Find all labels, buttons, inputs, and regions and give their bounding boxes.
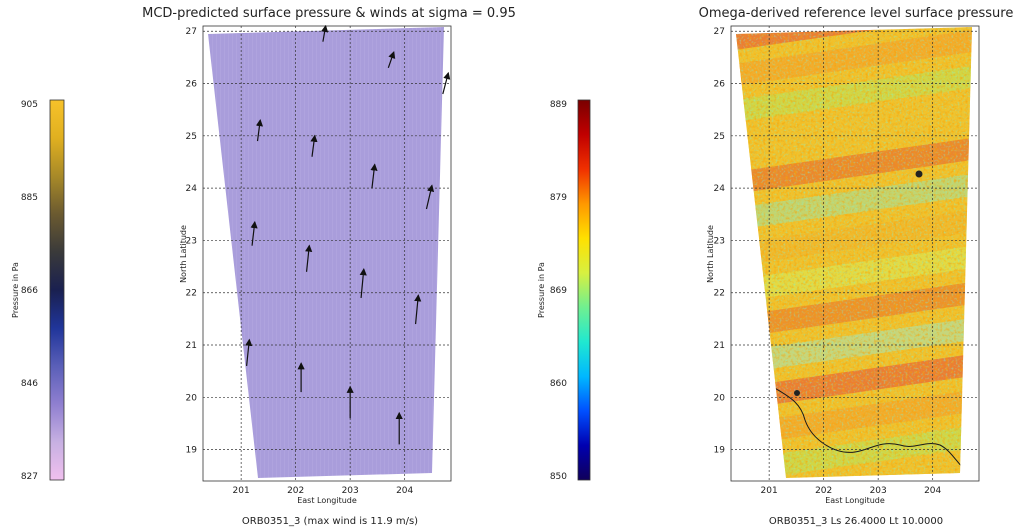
colorbar-tick-label: 869 bbox=[550, 286, 567, 296]
y-tick-label: 21 bbox=[714, 341, 725, 351]
x-tick-label: 201 bbox=[233, 486, 250, 496]
y-tick-label: 24 bbox=[714, 184, 726, 194]
colorbar-tick-label: 827 bbox=[21, 472, 38, 482]
wind-arrow bbox=[310, 134, 318, 157]
colorbar-tick-label: 846 bbox=[21, 379, 38, 389]
x-tick-label: 202 bbox=[287, 486, 304, 496]
plot-left-xlabel: East Longitude bbox=[297, 496, 357, 505]
y-tick-label: 20 bbox=[714, 393, 726, 403]
colorbar-tick-label: 889 bbox=[550, 100, 567, 110]
colorbar-tick-label: 905 bbox=[21, 100, 38, 110]
plot-right-spot bbox=[915, 170, 923, 178]
colorbar-tick-label: 860 bbox=[550, 379, 567, 389]
y-tick-label: 21 bbox=[186, 341, 197, 351]
wind-arrow bbox=[442, 71, 451, 95]
colorbar-right-bar bbox=[577, 99, 591, 481]
y-tick-label: 25 bbox=[186, 132, 197, 142]
wind-arrow bbox=[305, 244, 313, 272]
wind-arrow bbox=[245, 338, 253, 367]
plot-right-swath bbox=[736, 27, 972, 478]
y-tick-label: 22 bbox=[714, 289, 725, 299]
plot-left-footer: ORB0351_3 (max wind is 11.9 m/s) bbox=[242, 516, 418, 527]
y-tick-label: 22 bbox=[186, 289, 197, 299]
x-tick-label: 204 bbox=[924, 486, 941, 496]
colorbar-left-label: Pressure in Pa bbox=[11, 262, 20, 318]
colorbar-right: 889 879 869 860 850 Pressure in Pa bbox=[537, 99, 591, 482]
x-tick-label: 203 bbox=[342, 486, 359, 496]
wind-arrow bbox=[414, 294, 422, 325]
plot-right-title: Omega-derived reference level surface pr… bbox=[699, 6, 1014, 21]
wind-arrow bbox=[370, 163, 378, 189]
colorbar-left: 905 885 866 846 827 Pressure in Pa bbox=[11, 99, 65, 482]
y-tick-label: 26 bbox=[714, 80, 726, 90]
plot-right-ylabel: North Latitude bbox=[706, 225, 715, 283]
y-tick-label: 27 bbox=[714, 27, 725, 37]
y-tick-label: 25 bbox=[714, 132, 725, 142]
plot-right-contour bbox=[769, 384, 966, 471]
plot-left: MCD-predicted surface pressure & winds a… bbox=[142, 6, 516, 527]
plot-left-swath bbox=[208, 27, 444, 478]
plot-right: Omega-derived reference level surface pr… bbox=[699, 6, 1014, 527]
plot-right-frame bbox=[730, 25, 980, 482]
colorbar-left-bar bbox=[49, 99, 65, 481]
wind-arrow bbox=[387, 51, 396, 69]
wind-arrow bbox=[255, 118, 264, 142]
y-tick-label: 20 bbox=[186, 393, 198, 403]
colorbar-tick-label: 866 bbox=[21, 286, 38, 296]
y-tick-label: 23 bbox=[714, 236, 725, 246]
y-tick-label: 23 bbox=[186, 236, 197, 246]
colorbar-right-label: Pressure in Pa bbox=[537, 262, 546, 318]
wind-arrow bbox=[359, 267, 367, 299]
plot-right-xlabel: East Longitude bbox=[825, 496, 885, 505]
y-tick-label: 27 bbox=[186, 27, 197, 37]
x-tick-label: 203 bbox=[870, 486, 887, 496]
x-tick-label: 201 bbox=[761, 486, 778, 496]
x-tick-label: 204 bbox=[396, 486, 413, 496]
plot-right-footer: ORB0351_3 Ls 26.4000 Lt 10.0000 bbox=[769, 516, 943, 527]
wind-arrow bbox=[250, 220, 258, 246]
x-tick-label: 202 bbox=[815, 486, 832, 496]
y-tick-label: 19 bbox=[714, 446, 726, 456]
y-tick-label: 26 bbox=[186, 80, 198, 90]
colorbar-tick-label: 879 bbox=[550, 193, 567, 203]
y-tick-label: 24 bbox=[186, 184, 198, 194]
plot-left-ylabel: North Latitude bbox=[179, 225, 188, 283]
plot-right-spot bbox=[794, 390, 800, 396]
wind-arrow bbox=[321, 24, 329, 42]
wind-arrow bbox=[425, 184, 435, 210]
colorbar-tick-label: 850 bbox=[550, 472, 567, 482]
y-tick-label: 19 bbox=[186, 446, 198, 456]
colorbar-tick-label: 885 bbox=[21, 193, 38, 203]
plot-left-title: MCD-predicted surface pressure & winds a… bbox=[142, 6, 516, 21]
